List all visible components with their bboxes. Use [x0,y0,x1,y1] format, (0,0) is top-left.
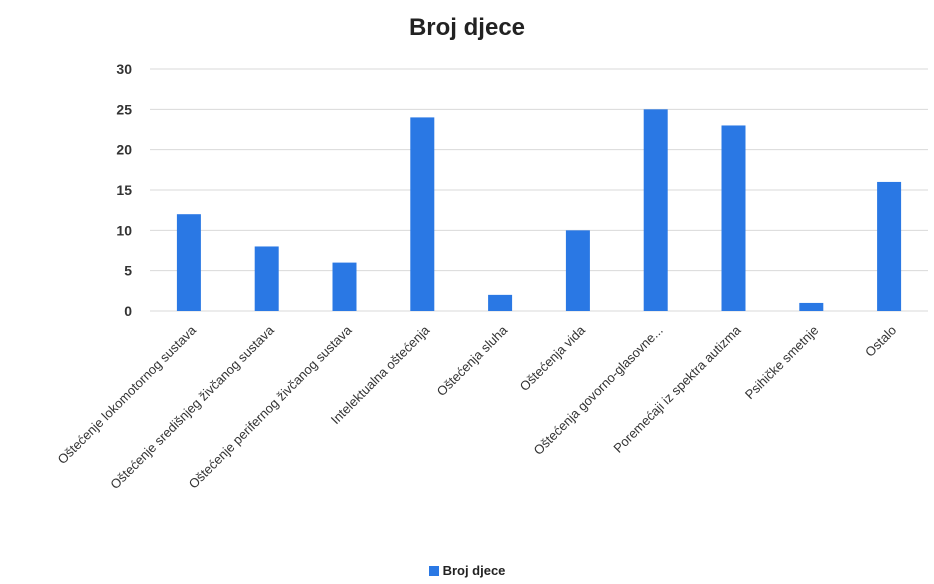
y-tick-label: 15 [116,182,132,198]
bar [410,117,435,312]
x-tick-label: Psihičke smetnje [742,323,822,403]
y-tick-label: 25 [116,101,132,117]
x-tick-label: Oštećenje lokomotornog sustava [55,322,200,467]
bar [565,230,590,311]
bar [488,294,513,311]
gridlines [150,68,928,312]
y-tick-label: 30 [116,61,132,77]
y-tick-label: 0 [124,303,132,319]
bar [254,246,279,311]
bar [176,214,201,311]
bar [799,302,824,311]
legend-swatch [428,565,439,576]
bar [643,109,668,311]
x-tick-label: Poremećaji iz spektra autizma [610,322,744,456]
legend-label: Broj djece [442,563,506,579]
x-tick-label: Oštećenja govorno-glasovne... [531,323,666,458]
y-tick-label: 20 [116,142,132,158]
y-tick-label: 10 [116,222,132,238]
bar [332,262,357,311]
bars [176,109,902,312]
bar [877,181,902,311]
legend: Broj djece [0,562,934,578]
bar [721,125,746,311]
y-tick-label: 5 [124,263,132,279]
y-axis-ticks: 0 5 10 15 20 25 30 [116,61,132,319]
x-tick-label: Oštećenja sluha [434,322,511,399]
x-tick-label: Oštećenja vida [517,322,589,394]
x-axis-ticks: Oštećenje lokomotornog sustavaOštećenje … [55,322,900,492]
x-tick-label: Oštećenje perifernog živčanog sustava [186,322,356,492]
x-tick-label: Ostalo [862,323,899,360]
x-tick-label: Oštećenje središnjeg živčanog sustava [107,322,277,492]
chart-title: Broj djece [408,14,526,41]
